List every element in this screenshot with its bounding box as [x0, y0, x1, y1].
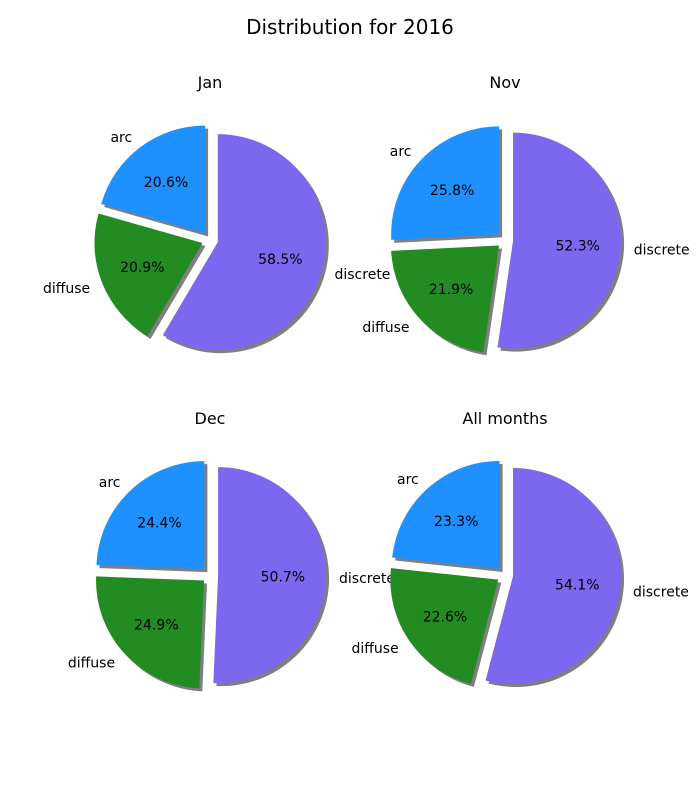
pie-title: Nov [489, 73, 520, 92]
pie-slice-label-arc: arc [390, 144, 412, 160]
pie-slice-diffuse [391, 245, 500, 353]
pie-slice-percent-discrete: 58.5% [258, 252, 302, 268]
pie-label-layer: 20.6% arc 20.9% diffuse 58.5% discrete [43, 130, 390, 297]
pie-slice-label-discrete: discrete [634, 242, 690, 258]
pie-slice-percent-arc: 23.3% [434, 514, 478, 530]
pie-slice-percent-diffuse: 20.9% [120, 260, 164, 276]
pie-slice-percent-arc: 24.4% [137, 515, 181, 531]
pie-slice-diffuse [94, 213, 203, 336]
pie-slice-label-discrete: discrete [334, 267, 390, 283]
pie-slice-arc [96, 461, 205, 570]
pie-slice-label-arc: arc [397, 472, 419, 488]
pie-slice-discrete [162, 134, 326, 351]
pie-slice-percent-discrete: 52.3% [555, 238, 599, 254]
pie-slice-percent-discrete: 50.7% [261, 570, 305, 586]
pie-title: Dec [195, 409, 226, 428]
pie-chart-0: Jan 20.6% arc 20.9% diffuse 58.5% discrete [43, 73, 390, 354]
pie-slice-label-diffuse: diffuse [43, 281, 90, 297]
pie-slice-arc [101, 125, 206, 234]
pie-label-layer: 25.8% arc 21.9% diffuse 52.3% discrete [362, 144, 689, 336]
pie-slice-label-arc: arc [110, 130, 132, 146]
pie-chart-2: Dec 24.4% arc 24.9% diffuse 50.7% discrete [68, 409, 395, 692]
pie-slice-percent-diffuse: 22.6% [423, 609, 467, 625]
pie-title: All months [462, 409, 547, 428]
pie-slice-arc [392, 460, 500, 569]
pie-slice-label-discrete: discrete [633, 585, 689, 601]
pie-slice-percent-diffuse: 21.9% [429, 282, 473, 298]
pie-slice-discrete [213, 467, 327, 684]
pie-slice-label-arc: arc [99, 475, 121, 491]
pie-slice-percent-discrete: 54.1% [555, 577, 599, 593]
pie-slice-arc [391, 126, 500, 240]
figure-title: Distribution for 2016 [246, 15, 454, 39]
pie-wedge-layer [94, 125, 326, 351]
pie-label-layer: 24.4% arc 24.9% diffuse 50.7% discrete [68, 475, 395, 671]
pie-slice-label-discrete: discrete [339, 571, 395, 587]
pie-slice-discrete [485, 468, 622, 685]
pie-slice-percent-arc: 25.8% [430, 183, 474, 199]
pie-grid: Jan 20.6% arc 20.9% diffuse 58.5% discrete Nov 2… [43, 73, 690, 692]
pie-slice-percent-arc: 20.6% [144, 175, 188, 191]
pie-slice-label-diffuse: diffuse [352, 641, 399, 657]
pie-label-layer: 23.3% arc 22.6% diffuse 54.1% discrete [352, 472, 689, 657]
pie-slice-label-diffuse: diffuse [362, 320, 409, 336]
pie-slice-diffuse [96, 576, 205, 689]
pie-chart-1: Nov 25.8% arc 21.9% diffuse 52.3% discrete [362, 73, 690, 356]
pie-slice-diffuse [390, 568, 499, 685]
pie-wedge-layer [96, 461, 327, 689]
pie-slice-label-diffuse: diffuse [68, 655, 115, 671]
pie-wedge-layer [390, 460, 622, 685]
pie-title: Jan [197, 73, 223, 92]
pie-chart-3: All months 23.3% arc 22.6% diffuse 54.1% discr… [352, 409, 689, 688]
pie-slice-percent-diffuse: 24.9% [134, 617, 178, 633]
pie-wedge-layer [391, 126, 622, 353]
pie-slice-discrete [497, 132, 622, 349]
